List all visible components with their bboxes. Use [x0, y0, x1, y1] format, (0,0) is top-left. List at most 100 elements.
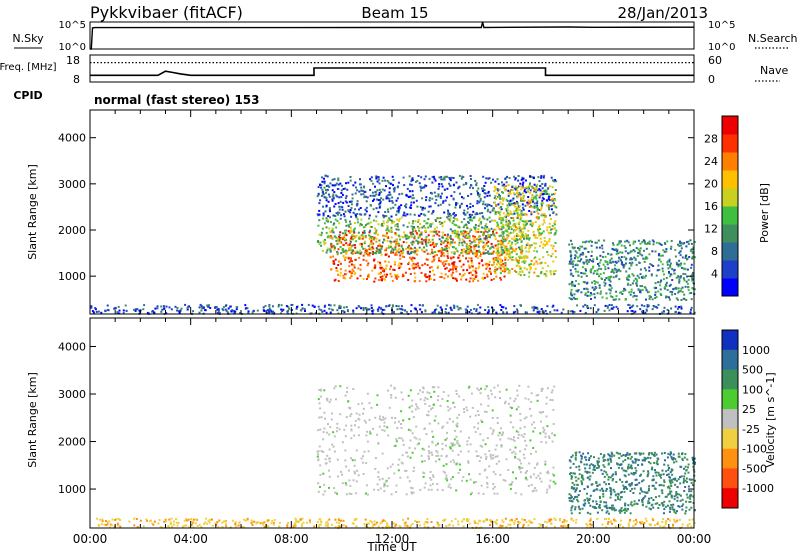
power-cells-cell [377, 261, 380, 263]
power-cells-cell [690, 298, 693, 301]
vel-cells-cell [577, 477, 580, 480]
power-colorbar-swatch [722, 152, 738, 171]
power-cells-cell [353, 264, 356, 266]
power-cells-cell [231, 309, 234, 312]
vel-cells-cell [488, 449, 491, 452]
vel-cells-cell [441, 489, 444, 492]
vel-cells-cell [345, 493, 348, 496]
vel-cells-cell [610, 455, 613, 458]
power-cells-cell [509, 190, 511, 193]
vel-cells-cell [394, 421, 396, 424]
power-cells-cell [349, 276, 352, 279]
power-cells-cell [355, 307, 358, 310]
power-cells-cell [410, 235, 413, 237]
vel-cells-cell [672, 503, 675, 506]
power-cells-cell [338, 235, 340, 238]
power-cells-cell [635, 263, 638, 266]
vel-cells-cell [633, 452, 636, 455]
power-cells-cell [638, 251, 641, 254]
power-cells-cell [548, 204, 550, 207]
power-cells-cell [537, 229, 540, 231]
power-cells-cell [413, 227, 416, 230]
power-cells-cell [404, 271, 407, 274]
power-cells-cell [383, 270, 386, 273]
vel-cells-cell [513, 436, 515, 439]
vel-cells-cell [540, 480, 543, 483]
power-cells-cell [394, 253, 397, 256]
power-cells-cell [588, 240, 590, 243]
power-cells-cell [92, 311, 95, 314]
power-cells-cell [451, 232, 454, 234]
vel-cells-cell [530, 414, 533, 417]
power-cells-cell [458, 273, 461, 276]
vel-cells-cell [686, 480, 688, 483]
power-cells-cell [343, 250, 346, 253]
vel-cells-cell [316, 455, 319, 458]
power-cells-cell [368, 214, 371, 217]
power-cells-cell [542, 246, 545, 249]
power-cells-cell [445, 304, 448, 307]
power-cells-cell [644, 311, 647, 314]
vel-cells-cell [593, 506, 596, 509]
power-cells-cell [502, 240, 505, 243]
vel-cells-cell [507, 437, 510, 440]
vel-cells-cell [348, 479, 351, 482]
vel-cells-cell [601, 472, 604, 475]
vel-cells-cell [570, 506, 573, 509]
power-cells-cell [433, 258, 436, 261]
vel-cells-cell [522, 453, 525, 456]
vel-cells-cell [652, 499, 655, 501]
power-cells-cell [328, 195, 331, 198]
power-cells-cell [610, 271, 613, 273]
vel-cells-cell [515, 430, 518, 433]
power-cells-cell [608, 309, 611, 312]
vel-cells-cell [318, 402, 321, 405]
power-cells-cell [356, 203, 359, 206]
power-cells-cell [632, 304, 635, 307]
power-cells-cell [607, 276, 610, 279]
vel-cells-cell [361, 402, 364, 405]
vel-cells-cell [409, 429, 412, 432]
power-cells-cell [379, 272, 381, 275]
vel-cells-cell [350, 413, 353, 415]
power-cells-cell [390, 226, 393, 229]
power-cells-cell [439, 217, 442, 219]
vel-cells-cell [642, 470, 645, 473]
vel-cells-cell [598, 483, 601, 486]
power-cells-cell [432, 255, 435, 258]
power-cells-cell [533, 196, 536, 199]
power-cells-cell [386, 232, 388, 235]
power-cells-cell [473, 307, 476, 310]
power-cells-cell [535, 187, 538, 190]
vel-cells-cell [596, 461, 599, 464]
vel-cells-cell [486, 476, 489, 479]
power-cells-cell [502, 269, 505, 272]
vel-cells-cell [404, 469, 407, 472]
power-cells-cell [414, 307, 417, 310]
power-cells-cell [359, 183, 361, 186]
power-cells-cell [544, 215, 547, 217]
power-cells-cell [535, 260, 538, 263]
power-cells-cell [395, 244, 398, 247]
power-cells-cell [463, 248, 466, 251]
power-cells-cell [370, 304, 373, 307]
vel-cells-cell [519, 419, 522, 422]
power-cells-cell [469, 216, 472, 218]
power-cells-cell [604, 304, 607, 307]
power-cells-cell [554, 205, 557, 208]
power-cells-cell [336, 252, 339, 255]
power-cells-cell [458, 254, 461, 257]
power-cells-cell [537, 212, 540, 215]
power-cells-cell [532, 177, 535, 180]
power-cells-cell [358, 256, 361, 259]
power-cells-cell [357, 221, 359, 224]
vel-cells-cell [435, 460, 437, 463]
power-cells-cell [399, 238, 401, 241]
power-cells-cell [606, 305, 609, 308]
power-cells-cell [468, 239, 471, 242]
power-cells-cell [321, 176, 323, 179]
power-cells-cell [397, 228, 400, 231]
power-cells-cell [423, 250, 426, 253]
power-cells-cell [375, 232, 378, 235]
power-cells-cell [571, 260, 574, 263]
